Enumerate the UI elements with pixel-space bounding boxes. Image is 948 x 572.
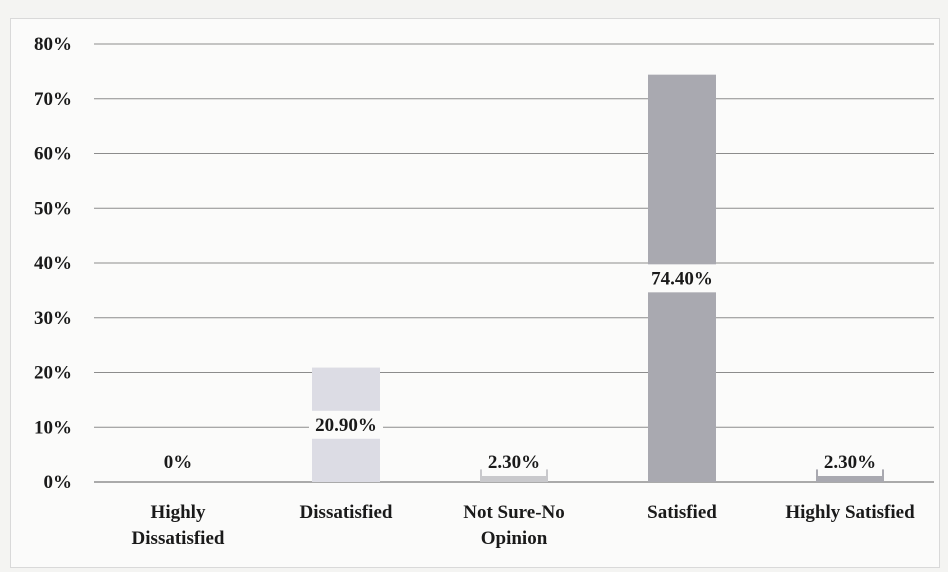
data-label: 0%: [164, 452, 193, 473]
bars: [312, 74, 884, 482]
y-tick-label: 60%: [34, 144, 72, 165]
data-label: 2.30%: [488, 452, 540, 473]
gridlines: [94, 43, 934, 483]
chart-frame: [10, 18, 940, 568]
data-label-bg: [818, 448, 882, 476]
category-label: Dissatisfied: [132, 528, 225, 549]
data-label: 20.90%: [315, 415, 377, 436]
category-label: Dissatisfied: [300, 502, 393, 523]
data-label-bg: [309, 410, 383, 439]
data-label: 74.40%: [651, 268, 713, 289]
y-tick-label: 50%: [34, 198, 72, 219]
category-label: Highly: [151, 502, 206, 523]
x-axis-category-labels: Highly Dissatisfied Dissatisfied Not Sure-N…: [132, 502, 916, 549]
y-tick-label: 80%: [34, 34, 72, 55]
data-label-bg: [645, 264, 719, 293]
category-label: Not Sure-No: [463, 502, 565, 523]
data-label-bg: [482, 448, 546, 476]
y-tick-label: 40%: [34, 253, 72, 274]
y-axis-tick-labels: 0% 10% 20% 30% 40% 50% 60% 70% 80%: [34, 34, 72, 493]
category-label: Highly Satisfied: [785, 502, 915, 523]
y-tick-label: 20%: [34, 363, 72, 384]
y-tick-label: 0%: [44, 472, 73, 493]
y-tick-label: 10%: [34, 417, 72, 438]
data-labels: 0% 20.90% 2.30% 74.40% 2.30%: [161, 264, 882, 476]
category-label: Satisfied: [647, 502, 717, 523]
y-tick-label: 30%: [34, 308, 72, 329]
data-label-bg: [161, 448, 195, 476]
data-label: 2.30%: [824, 452, 876, 473]
y-tick-label: 70%: [34, 89, 72, 110]
category-label: Opinion: [481, 528, 548, 549]
